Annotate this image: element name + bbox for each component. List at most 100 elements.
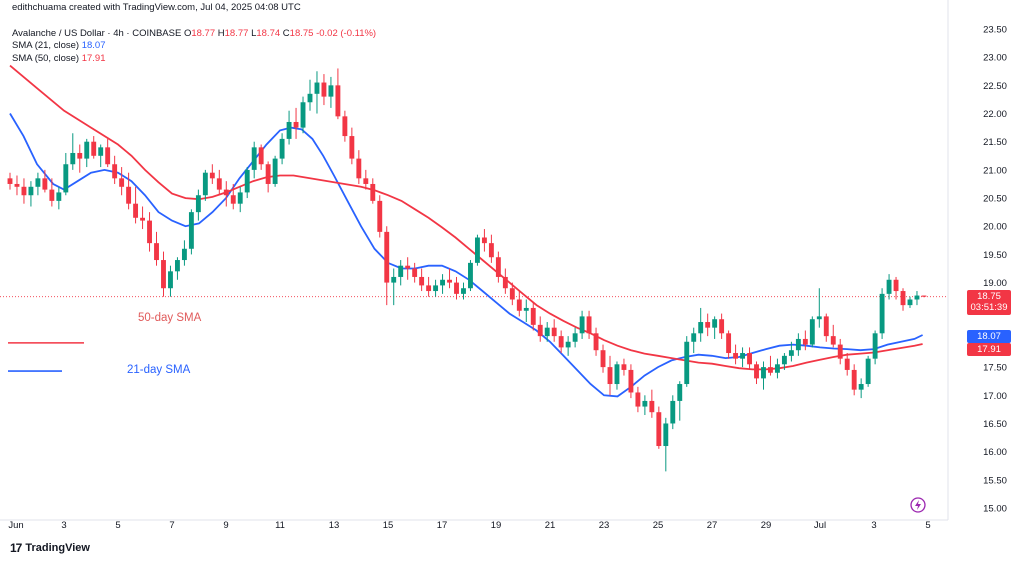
candle-body xyxy=(670,400,676,424)
candle-body xyxy=(168,271,173,289)
candle-body xyxy=(502,276,508,289)
candle-body xyxy=(879,293,885,334)
candle-body xyxy=(321,82,327,97)
y-tick-label: 21.00 xyxy=(983,165,1007,176)
candle-body xyxy=(719,319,725,334)
candle-body xyxy=(865,358,871,385)
candle-body xyxy=(858,384,864,390)
candle-body xyxy=(733,353,739,359)
indicator-sma21-label: SMA (21, close) xyxy=(12,40,80,51)
candle-body xyxy=(649,400,655,413)
candle-body xyxy=(851,369,857,390)
x-tick-label: 5 xyxy=(115,520,120,531)
x-tick-label: Jun xyxy=(8,520,23,531)
candle-body xyxy=(140,217,145,221)
candle-body xyxy=(293,121,299,128)
candle-body xyxy=(426,285,432,292)
candle-body xyxy=(272,158,278,184)
candle-body xyxy=(370,183,376,201)
candle-body xyxy=(788,350,794,356)
candle-body xyxy=(593,333,599,351)
candle-body xyxy=(14,183,20,187)
candle-body xyxy=(802,338,808,345)
candle-body xyxy=(398,265,404,277)
candle-body xyxy=(307,93,313,103)
candle-body xyxy=(795,338,801,351)
last-price-value: 18.75 xyxy=(977,291,1001,302)
ohlc-open-label: O xyxy=(183,28,192,39)
candle-body xyxy=(740,353,745,359)
tradingview-logo-icon: 17 xyxy=(10,541,22,555)
candle-body xyxy=(823,316,829,337)
candle-body xyxy=(558,336,564,348)
last-price-tag: 18.75 03:51:39 xyxy=(967,290,1011,315)
candle-body xyxy=(642,400,648,407)
candle-body xyxy=(677,384,683,401)
candle-body xyxy=(454,282,459,294)
x-tick-label: 11 xyxy=(275,520,285,531)
x-tick-label: 15 xyxy=(383,520,394,531)
y-tick-label: 19.00 xyxy=(983,278,1007,289)
candle-body xyxy=(691,333,697,342)
ohlc-close-label: C xyxy=(282,28,290,39)
indicator-sma50-row[interactable]: SMA (50, close) 17.91 xyxy=(12,53,105,64)
candle-body xyxy=(384,231,390,283)
candle-body xyxy=(279,138,285,159)
candle-body xyxy=(726,333,732,354)
x-tick-label: 19 xyxy=(491,520,502,531)
y-tick-label: 15.50 xyxy=(983,475,1007,486)
symbol-name[interactable]: Avalanche / US Dollar · 4h · COINBASE xyxy=(12,28,182,39)
candle-body xyxy=(914,295,920,300)
candle-body xyxy=(314,82,320,94)
candle-body xyxy=(816,316,822,320)
candle-body xyxy=(488,243,494,258)
candle-body xyxy=(635,392,641,407)
candle-body xyxy=(705,322,711,328)
candle-body xyxy=(412,268,418,277)
ohlc-open: 18.77 xyxy=(191,28,216,39)
y-tick-label: 16.50 xyxy=(983,419,1007,430)
candle-body xyxy=(21,186,27,196)
candle-body xyxy=(579,316,585,334)
candle-body xyxy=(419,276,425,286)
indicator-sma21-row[interactable]: SMA (21, close) 18.07 xyxy=(12,40,105,51)
candle-body xyxy=(698,322,704,334)
candle-body xyxy=(216,178,222,190)
candle-body xyxy=(872,333,878,359)
candle-body xyxy=(768,367,773,373)
candle-body xyxy=(830,336,836,345)
y-tick-label: 17.00 xyxy=(983,391,1007,402)
x-tick-label: 9 xyxy=(223,520,228,531)
candle-body xyxy=(663,423,669,447)
x-tick-label: 21 xyxy=(545,520,556,531)
candle-body xyxy=(188,212,194,249)
y-tick-label: 19.50 xyxy=(983,250,1007,261)
y-tick-label: 21.50 xyxy=(983,137,1007,148)
candle-body xyxy=(147,220,152,244)
candle-body xyxy=(565,341,571,348)
candle-body xyxy=(237,192,243,204)
candle-body xyxy=(628,369,634,393)
candle-body xyxy=(223,189,229,196)
candle-body xyxy=(258,147,264,165)
ohlc-close: 18.75 xyxy=(289,28,314,39)
x-tick-label: 5 xyxy=(925,520,930,531)
y-tick-label: 15.00 xyxy=(983,504,1007,515)
candle-body xyxy=(754,364,759,379)
candle-body xyxy=(761,367,766,379)
x-tick-label: 25 xyxy=(653,520,664,531)
candle-body xyxy=(335,85,341,117)
candle-body xyxy=(781,355,787,365)
candle-body xyxy=(391,276,397,283)
candle-body xyxy=(209,172,215,179)
candle-body xyxy=(684,341,690,385)
candle-body xyxy=(28,186,34,196)
tradingview-footer[interactable]: 17 TradingView xyxy=(10,541,90,555)
x-tick-label: 23 xyxy=(599,520,610,531)
candle-body xyxy=(251,147,257,170)
candle-body xyxy=(509,288,515,300)
candle-body xyxy=(377,200,383,232)
y-tick-label: 16.00 xyxy=(983,447,1007,458)
x-tick-label: Jul xyxy=(814,520,826,531)
